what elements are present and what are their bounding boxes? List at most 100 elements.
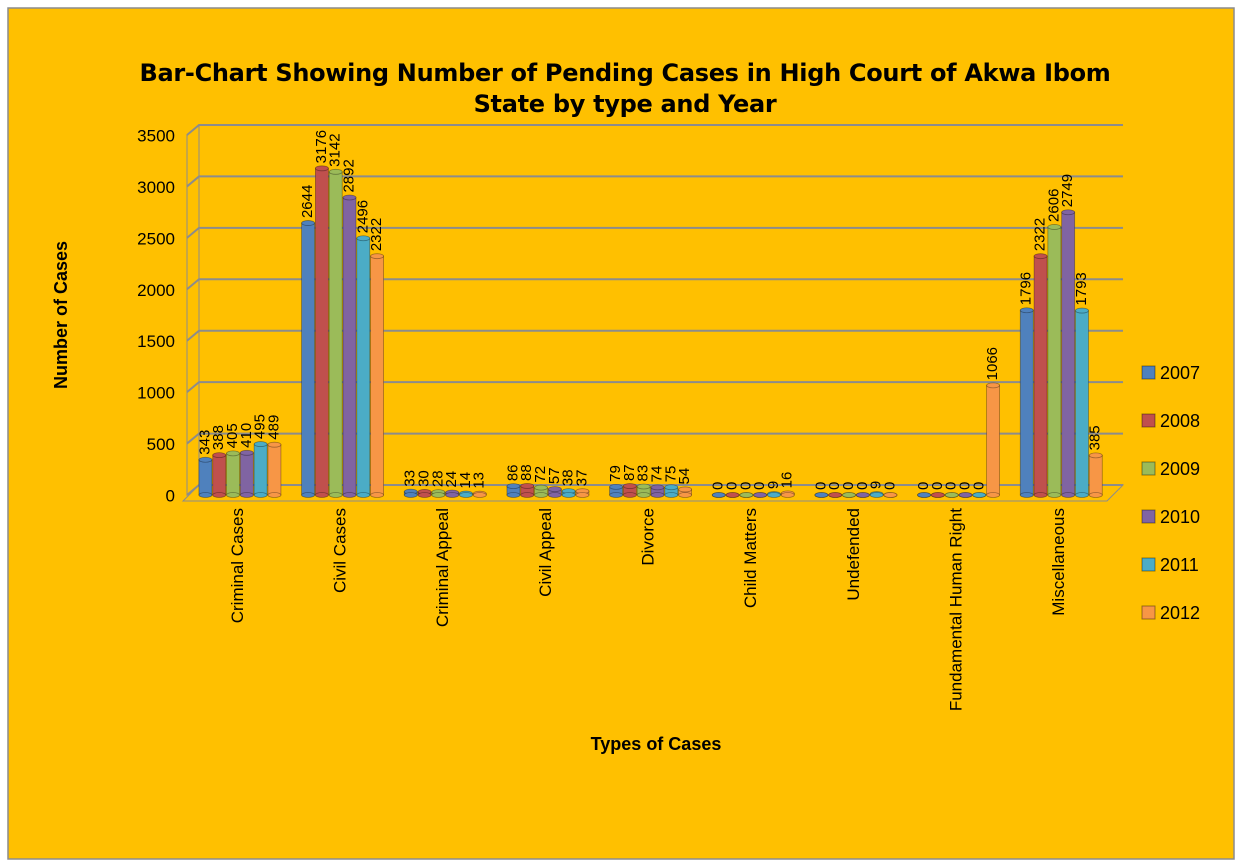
value-label: 57 bbox=[546, 467, 563, 484]
bar bbox=[226, 452, 240, 496]
value-label: 2749 bbox=[1059, 174, 1076, 207]
bar-top bbox=[267, 441, 282, 448]
x-tick-label: Civil Appeal bbox=[536, 508, 555, 597]
bar-base bbox=[356, 492, 371, 498]
y-tick-label: 0 bbox=[166, 486, 175, 505]
value-label: 9 bbox=[868, 481, 885, 489]
y-tick-label: 3000 bbox=[137, 178, 175, 197]
x-tick-label: Child Matters bbox=[741, 508, 760, 608]
value-label: 37 bbox=[573, 470, 590, 487]
x-tick-label: Divorce bbox=[638, 508, 657, 566]
bar-base bbox=[842, 492, 856, 498]
bar-base bbox=[623, 492, 637, 498]
x-tick-label: Criminal Appeal bbox=[433, 508, 452, 627]
bar-base bbox=[198, 492, 213, 498]
bar-base bbox=[1088, 492, 1103, 498]
bar-top bbox=[239, 449, 254, 456]
value-label: 0 bbox=[751, 482, 768, 490]
value-label: 410 bbox=[238, 423, 255, 448]
value-label: 74 bbox=[648, 466, 665, 483]
value-label: 38 bbox=[560, 469, 577, 486]
value-label: 0 bbox=[826, 482, 843, 490]
bar-base bbox=[253, 492, 268, 498]
bar bbox=[1061, 211, 1076, 496]
bar-top bbox=[547, 486, 562, 493]
value-label: 9 bbox=[765, 481, 782, 489]
bar-base bbox=[814, 492, 829, 498]
bar-base bbox=[753, 492, 768, 498]
bar-base bbox=[883, 492, 898, 498]
grid-line bbox=[186, 278, 1123, 291]
bar-base bbox=[828, 492, 843, 498]
bar-base bbox=[314, 492, 329, 498]
value-label: 1796 bbox=[1018, 272, 1035, 305]
bar-base bbox=[725, 492, 740, 498]
value-label: 0 bbox=[881, 482, 898, 490]
legend-swatch bbox=[1141, 461, 1156, 476]
bar-base bbox=[767, 492, 781, 498]
bar-base bbox=[1047, 492, 1062, 498]
value-label: 3176 bbox=[313, 130, 330, 163]
x-tick-label: Fundamental Human Right bbox=[946, 508, 965, 711]
value-label: 1793 bbox=[1073, 272, 1090, 305]
bar bbox=[328, 171, 343, 496]
grid-line bbox=[186, 124, 1123, 136]
bar-base bbox=[547, 492, 562, 498]
bar bbox=[356, 237, 371, 496]
value-label: 405 bbox=[224, 423, 241, 448]
value-label: 83 bbox=[635, 465, 652, 482]
x-tick-label: Undefended bbox=[844, 508, 863, 601]
bar-top bbox=[226, 450, 240, 457]
bar-base bbox=[1019, 492, 1034, 498]
grid-line bbox=[186, 381, 1123, 393]
bar bbox=[267, 444, 282, 496]
bar-base bbox=[417, 492, 432, 498]
legend-label: 2012 bbox=[1160, 603, 1200, 623]
bar-top bbox=[342, 194, 357, 201]
value-label: 0 bbox=[929, 482, 946, 490]
bar bbox=[301, 222, 316, 496]
legend-label: 2009 bbox=[1160, 459, 1200, 479]
bar-base bbox=[370, 492, 385, 498]
bar bbox=[198, 459, 213, 496]
legend-swatch bbox=[1141, 365, 1156, 380]
bar-base bbox=[403, 492, 418, 498]
chart-title: Bar-Chart Showing Number of Pending Case… bbox=[139, 59, 1111, 118]
value-label: 14 bbox=[457, 472, 474, 489]
legend-swatch bbox=[1141, 557, 1156, 572]
y-tick-label: 500 bbox=[147, 435, 175, 454]
bar-base bbox=[1061, 492, 1076, 498]
bar bbox=[342, 197, 357, 496]
bar-top bbox=[1075, 307, 1089, 314]
value-label: 2496 bbox=[354, 200, 371, 233]
bar bbox=[1019, 309, 1034, 496]
bar-base bbox=[869, 492, 884, 498]
bar bbox=[1075, 310, 1089, 496]
value-label: 3142 bbox=[327, 133, 344, 166]
value-label: 0 bbox=[840, 482, 857, 490]
grid-line bbox=[186, 432, 1123, 445]
y-tick-label: 1500 bbox=[137, 332, 175, 351]
bar-base bbox=[664, 492, 679, 498]
bar-top bbox=[678, 486, 692, 493]
bar-top bbox=[253, 441, 268, 447]
value-label: 489 bbox=[265, 415, 282, 440]
bar-top bbox=[609, 483, 623, 490]
value-label: 0 bbox=[915, 482, 932, 490]
bar-top bbox=[1061, 209, 1076, 216]
bar-top bbox=[506, 483, 521, 490]
bar-base bbox=[678, 492, 692, 498]
bar-top bbox=[664, 484, 679, 491]
bar-base bbox=[636, 492, 651, 498]
bar-base bbox=[472, 492, 487, 498]
bar-top bbox=[1019, 307, 1034, 314]
legend-swatch bbox=[1141, 509, 1156, 524]
value-label: 343 bbox=[196, 430, 213, 455]
bar-base bbox=[986, 492, 1000, 498]
bar-base bbox=[301, 492, 316, 498]
bar-base bbox=[739, 492, 754, 498]
value-label: 54 bbox=[676, 468, 693, 485]
bar-base bbox=[239, 492, 254, 498]
bar-base bbox=[575, 492, 590, 498]
bar-top bbox=[212, 452, 227, 458]
